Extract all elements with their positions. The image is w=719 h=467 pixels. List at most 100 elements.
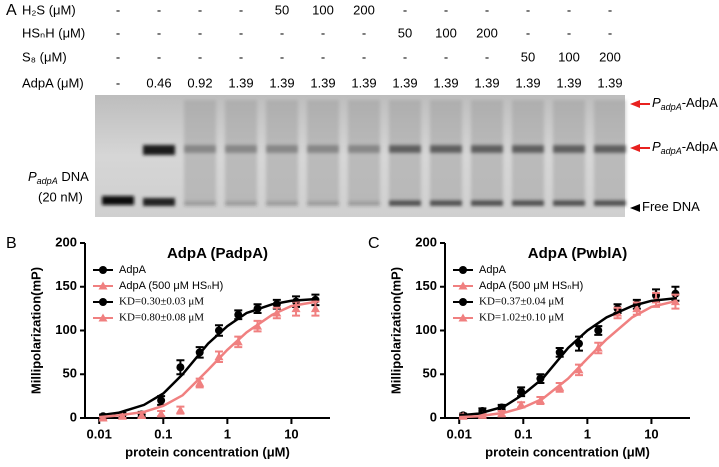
marker (632, 304, 642, 313)
gel-band (553, 145, 585, 153)
legend-label: AdpA (500 μM HSₙH) (119, 280, 223, 292)
marker (157, 396, 166, 405)
legend-label: KD=0.30±0.03 μM (119, 296, 204, 308)
lane-value: 1.39 (474, 75, 499, 90)
row-label: HSₙH (μM) (22, 25, 85, 40)
gel-band (389, 145, 421, 153)
lane-value: 50 (521, 49, 535, 64)
label: PadpA-AdpA (652, 95, 718, 112)
x-tick-label: 0.01 (447, 426, 472, 441)
gel-band (225, 200, 257, 206)
y-tick-label: 200 (55, 234, 77, 249)
lane-value: 0.46 (146, 75, 171, 90)
lane-value: - (198, 25, 202, 40)
lane-value: - (116, 25, 120, 40)
x-tick-label: 0.1 (514, 426, 532, 441)
gel-band (594, 145, 626, 153)
lane-value: - (608, 2, 612, 17)
x-axis-label: protein concentration (μM) (485, 444, 650, 459)
gel-band (512, 200, 544, 206)
label-part: -AdpA (682, 139, 718, 154)
legend-label: KD=0.80±0.08 μM (119, 312, 204, 324)
fit-curve (459, 296, 678, 417)
gel-band (430, 200, 462, 206)
gel-band (471, 145, 503, 153)
lane-value: - (157, 25, 161, 40)
label: PadpA-AdpA (652, 139, 718, 156)
y-tick-label: 150 (415, 278, 437, 293)
lane-value: 50 (398, 25, 412, 40)
panel-label: C (368, 235, 380, 252)
lane-value: - (403, 2, 407, 17)
conc-label: (20 nM) (38, 189, 83, 204)
lane-value: - (526, 25, 530, 40)
label-part: DNA (58, 169, 89, 184)
lane-value: 100 (435, 25, 457, 40)
lane-value: - (444, 49, 448, 64)
label-part: -AdpA (682, 95, 718, 110)
marker (99, 266, 107, 274)
lane-value: 1.39 (515, 75, 540, 90)
gel-band (225, 145, 257, 153)
lane-value: - (198, 49, 202, 64)
marker (175, 405, 185, 414)
lane-value: 100 (558, 49, 580, 64)
arrow-head (630, 144, 640, 152)
lane-value: 1.39 (269, 75, 294, 90)
y-tick-label: 100 (415, 322, 437, 337)
lane-value: 1.39 (351, 75, 376, 90)
y-axis-label: Millipolarization(mP) (28, 267, 43, 394)
fit-curve (459, 299, 678, 419)
chart-title: AdpA (PadpA) (167, 245, 268, 262)
lane-value: - (526, 2, 530, 17)
lane-value: - (362, 49, 366, 64)
lane-value: - (567, 25, 571, 40)
gel-band (512, 145, 544, 153)
marker (291, 304, 301, 313)
y-tick-label: 50 (423, 366, 437, 381)
gel-band (430, 145, 462, 153)
y-tick-label: 200 (415, 234, 437, 249)
lane-value: 1.39 (228, 75, 253, 90)
marker (458, 313, 468, 322)
row-label: AdpA (μM) (22, 75, 84, 90)
gel-band (307, 145, 339, 153)
marker (176, 363, 185, 372)
gel-band (102, 196, 134, 205)
row-label: S₈ (μM) (22, 49, 67, 64)
lane-value: 200 (476, 25, 498, 40)
marker (310, 304, 320, 313)
marker (214, 352, 224, 361)
label-part: P (652, 95, 661, 110)
label-subscript: adpA (37, 176, 58, 186)
lane-value: - (116, 75, 120, 90)
x-tick-label: 0.01 (87, 426, 112, 441)
x-tick-label: 1 (224, 426, 231, 441)
gel-bands (102, 100, 626, 206)
gel-band (594, 200, 626, 206)
gel-band (348, 200, 380, 206)
x-tick-label: 0.1 (154, 426, 172, 441)
row-label: H₂S (μM) (22, 2, 76, 17)
marker (195, 378, 205, 387)
marker (98, 313, 108, 322)
marker (459, 266, 467, 274)
x-tick-label: 10 (284, 426, 298, 441)
lane-value: 1.39 (597, 75, 622, 90)
label: PadpA DNA (28, 169, 89, 186)
gel-band (307, 200, 339, 206)
gel-band (348, 145, 380, 153)
legend-label: AdpA (119, 264, 147, 276)
y-tick-label: 0 (70, 409, 77, 424)
y-axis-label: Millipolarization(mP) (388, 267, 403, 394)
lane-value: 200 (599, 49, 621, 64)
marker (137, 410, 147, 419)
lane-value: 1.39 (392, 75, 417, 90)
lane-value: 200 (353, 2, 375, 17)
x-tick-label: 10 (644, 426, 658, 441)
marker (555, 382, 565, 391)
lane-value: - (485, 49, 489, 64)
y-tick-label: 0 (430, 409, 437, 424)
lane-value: - (403, 49, 407, 64)
